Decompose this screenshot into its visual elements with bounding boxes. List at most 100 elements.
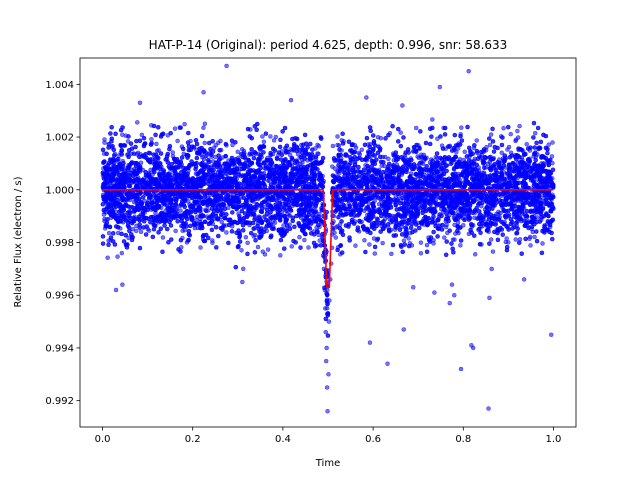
- data-point: [276, 180, 282, 186]
- data-point: [262, 252, 268, 257]
- data-point: [268, 134, 273, 139]
- data-point: [488, 132, 494, 137]
- data-point: [496, 212, 501, 217]
- data-point: [297, 234, 302, 240]
- data-point: [380, 240, 385, 246]
- data-point: [101, 212, 107, 217]
- data-point: [173, 228, 178, 234]
- data-point: [415, 154, 420, 159]
- data-point: [372, 251, 378, 256]
- data-point: [550, 160, 555, 166]
- data-point: [289, 244, 294, 249]
- data-point: [239, 147, 245, 152]
- data-point: [230, 142, 235, 148]
- scatter-points: [100, 63, 556, 414]
- data-point: [125, 139, 131, 144]
- data-point: [335, 134, 340, 139]
- data-point: [219, 219, 224, 225]
- data-point: [472, 252, 478, 257]
- data-point: [406, 236, 411, 241]
- data-point: [200, 154, 205, 160]
- data-point: [265, 247, 271, 252]
- data-point: [260, 134, 265, 139]
- data-point: [540, 241, 545, 246]
- data-point: [255, 244, 261, 250]
- data-point: [398, 130, 403, 135]
- data-point: [330, 143, 336, 149]
- data-point: [105, 255, 110, 260]
- data-point: [315, 142, 320, 148]
- data-point: [435, 136, 440, 141]
- data-point: [424, 242, 430, 248]
- data-point: [302, 237, 307, 243]
- data-point: [134, 228, 139, 234]
- data-point: [273, 134, 279, 140]
- data-point: [503, 239, 509, 245]
- data-point: [245, 240, 250, 246]
- data-point: [139, 132, 145, 138]
- data-point: [106, 230, 112, 236]
- data-point: [524, 141, 529, 147]
- data-point: [499, 150, 505, 156]
- data-point: [378, 135, 384, 141]
- data-point: [517, 123, 522, 129]
- data-point: [149, 136, 154, 142]
- data-point: [367, 242, 372, 247]
- data-point: [513, 237, 519, 242]
- data-point: [527, 236, 532, 241]
- data-point: [198, 245, 203, 250]
- data-point: [461, 223, 466, 228]
- data-point: [336, 143, 342, 148]
- data-point: [160, 235, 166, 240]
- data-point: [115, 254, 120, 259]
- data-point: [413, 125, 419, 131]
- data-point: [487, 142, 493, 148]
- data-point: [528, 243, 533, 248]
- data-point: [515, 128, 520, 134]
- data-point: [532, 234, 537, 240]
- data-point: [243, 234, 249, 240]
- data-point: [202, 121, 208, 126]
- data-point: [261, 139, 267, 145]
- data-point: [182, 227, 188, 233]
- data-point: [333, 235, 339, 240]
- data-point: [443, 224, 449, 230]
- data-point: [501, 125, 506, 131]
- data-point: [135, 150, 141, 156]
- data-point: [459, 125, 464, 130]
- data-point: [247, 152, 252, 157]
- data-point: [356, 150, 362, 156]
- data-point: [306, 245, 311, 250]
- data-point: [218, 138, 223, 144]
- data-point: [172, 126, 178, 131]
- chart-title: HAT-P-14 (Original): period 4.625, depth…: [149, 38, 508, 52]
- data-point: [146, 228, 152, 233]
- data-point: [135, 120, 140, 125]
- data-point: [546, 142, 551, 147]
- data-point: [382, 163, 387, 169]
- data-point: [239, 248, 244, 253]
- data-point: [252, 232, 258, 238]
- data-point: [138, 229, 144, 235]
- data-point: [508, 131, 513, 137]
- data-point: [506, 144, 512, 150]
- data-point: [490, 249, 496, 254]
- data-point: [532, 130, 538, 136]
- data-point: [389, 251, 394, 257]
- data-point: [235, 149, 241, 155]
- data-point: [462, 149, 468, 155]
- data-point: [401, 238, 407, 243]
- data-point: [452, 237, 457, 242]
- data-point: [449, 160, 454, 166]
- data-point: [119, 250, 125, 256]
- data-point: [353, 243, 358, 248]
- data-point: [550, 140, 555, 145]
- data-point: [474, 138, 479, 143]
- data-point: [488, 237, 494, 242]
- data-point: [175, 138, 180, 144]
- data-point: [182, 121, 187, 127]
- data-point: [102, 140, 107, 145]
- data-point: [359, 147, 365, 153]
- data-point: [278, 253, 283, 258]
